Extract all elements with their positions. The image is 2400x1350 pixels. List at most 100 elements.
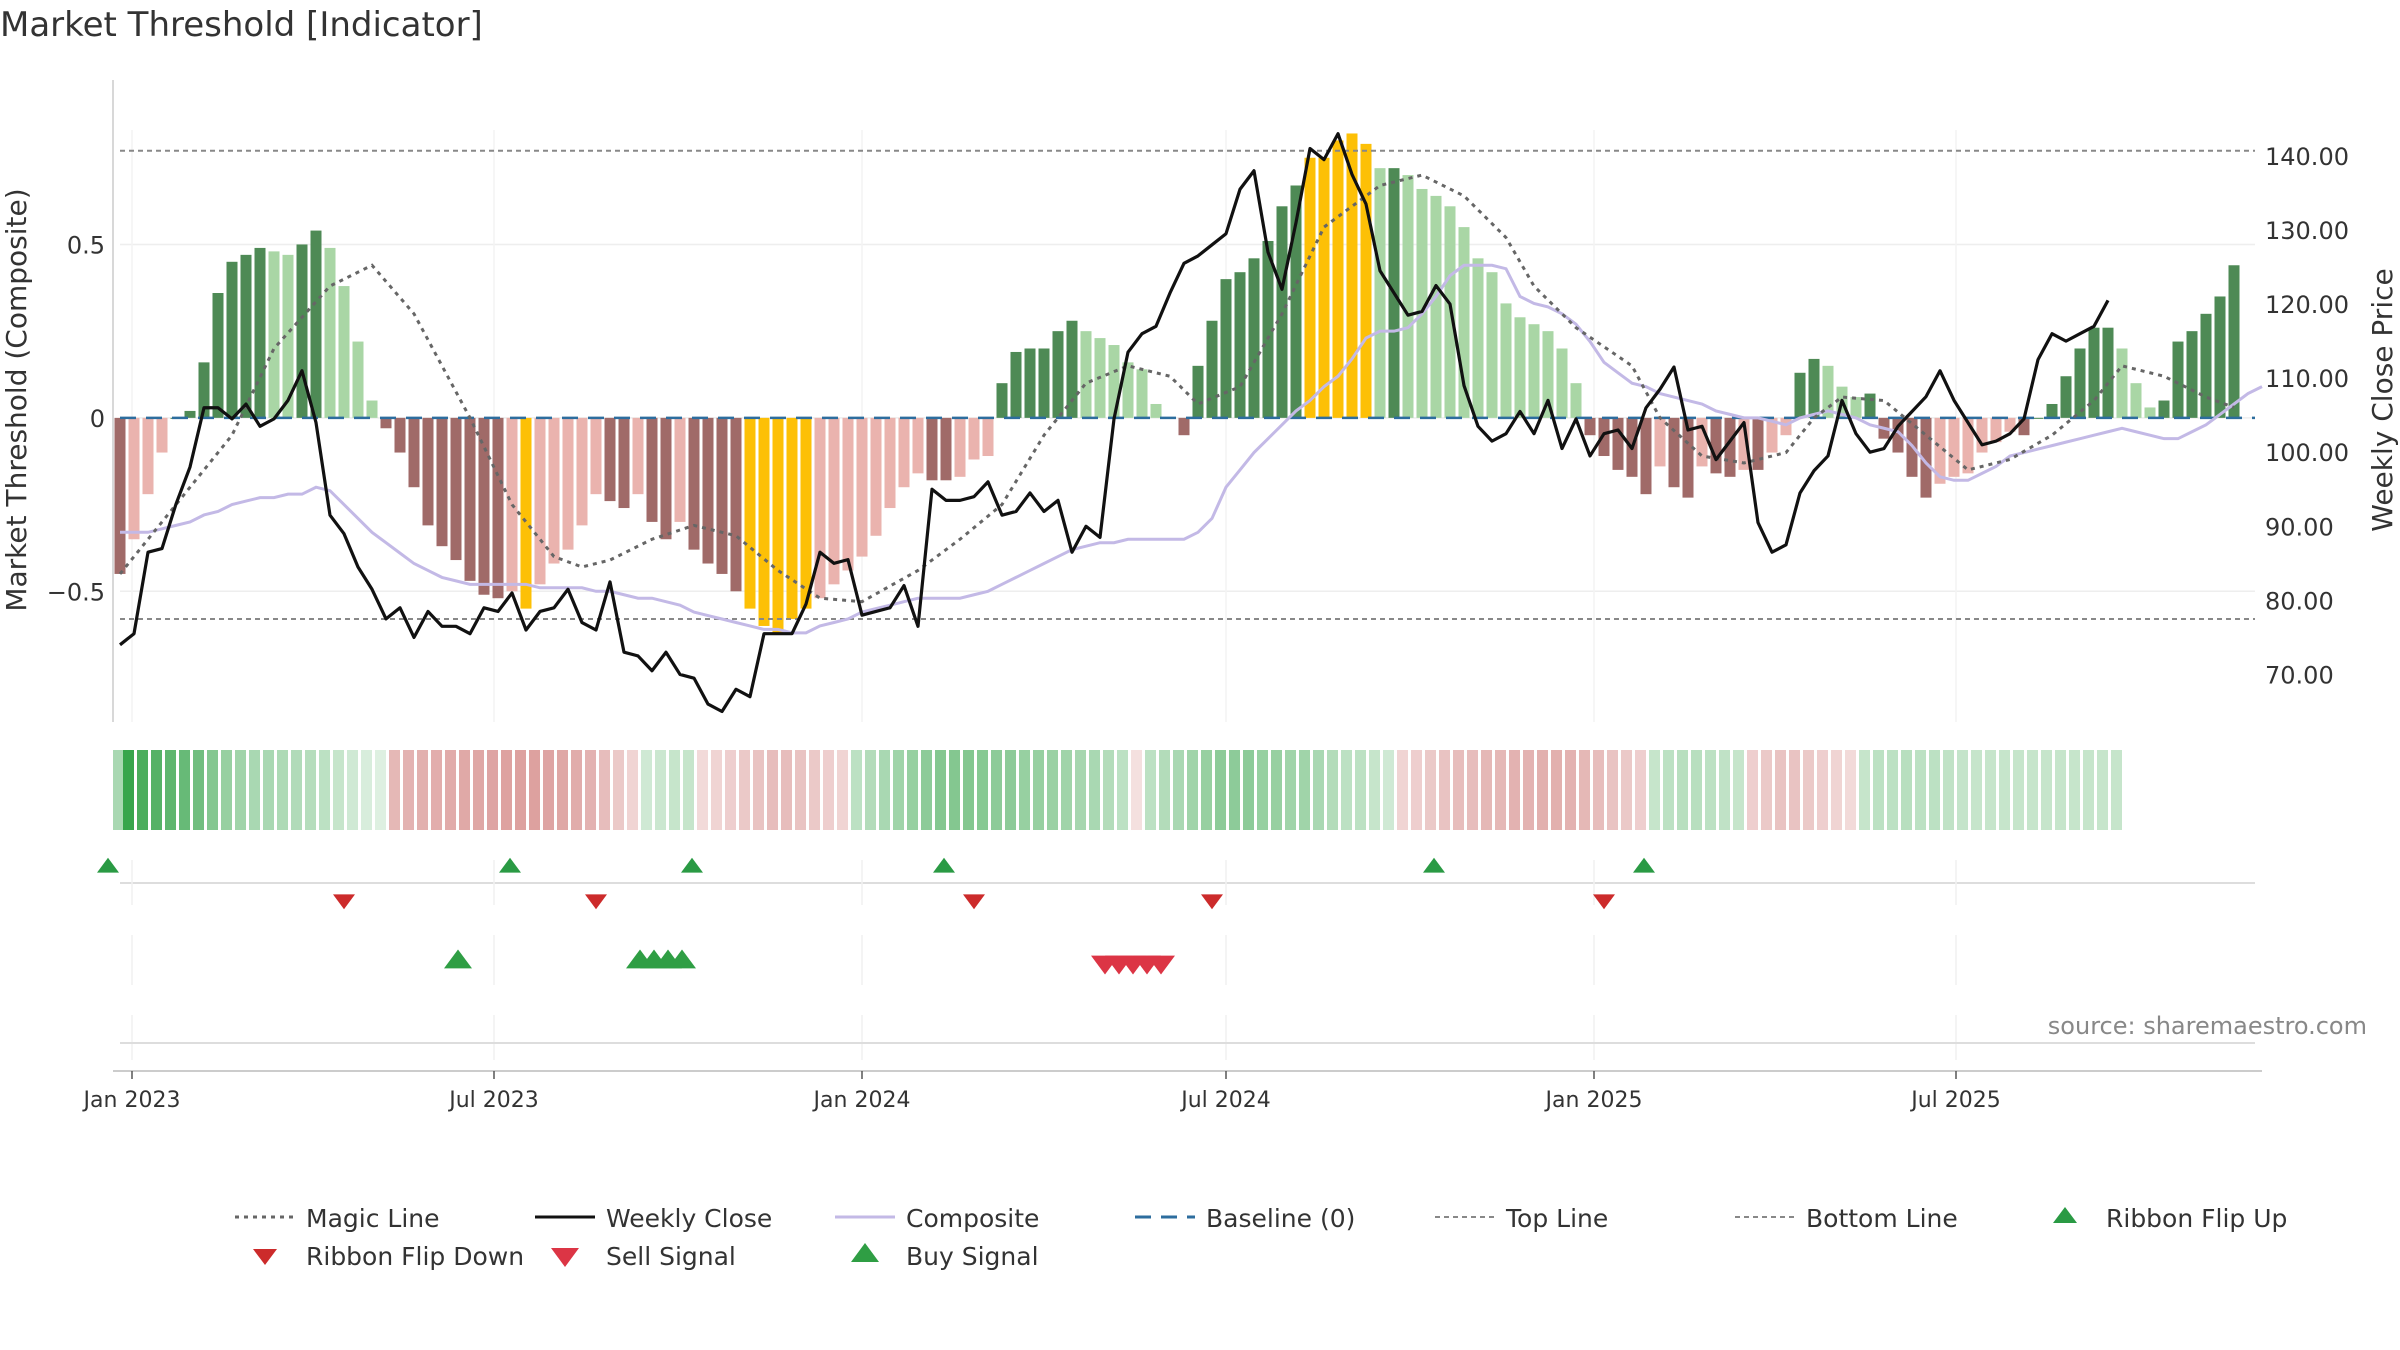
histogram-bar: [478, 417, 490, 595]
left-tick-label: 0: [90, 405, 105, 433]
histogram-bar: [366, 400, 378, 418]
ribbon-cell: [529, 750, 540, 830]
ribbon-cell: [235, 750, 246, 830]
ribbon-cell: [1425, 750, 1436, 830]
ribbon-cell: [1243, 750, 1254, 830]
ribbon-cell: [613, 750, 624, 830]
histogram-bar: [1752, 417, 1764, 470]
magic-line: [118, 173, 2235, 604]
ribbon-cell: [1579, 750, 1590, 830]
histogram-bar: [1374, 168, 1386, 418]
histogram-bar: [1780, 417, 1792, 436]
ribbon-cell: [753, 750, 764, 830]
ribbon-cell: [473, 750, 484, 830]
ribbon-cell: [1075, 750, 1086, 830]
ribbon-cell: [1397, 750, 1408, 830]
ribbon-cell: [2097, 750, 2108, 830]
histogram-bar: [660, 417, 672, 540]
ribbon-cell: [669, 750, 680, 830]
histogram-bar: [1710, 417, 1722, 474]
histogram-bar: [1290, 185, 1302, 418]
ribbon-cell: [921, 750, 932, 830]
histogram-bar: [1318, 157, 1330, 418]
legend-label: Sell Signal: [606, 1242, 736, 1271]
ribbon-cell: [949, 750, 960, 830]
histogram-bar: [1024, 348, 1036, 418]
ribbon-cell: [1089, 750, 1100, 830]
histogram-bar: [1962, 417, 1974, 474]
ribbon-cell: [1159, 750, 1170, 830]
composite-line: [120, 263, 2263, 635]
x-tick-label: Jul 2023: [447, 1088, 539, 1113]
ribbon-cell: [277, 750, 288, 830]
ribbon-cell: [1313, 750, 1324, 830]
ribbon-cell: [389, 750, 400, 830]
legend-item-buy: Buy Signal: [851, 1242, 1039, 1271]
ribbon-cell: [123, 750, 134, 830]
histogram-bar: [268, 251, 280, 418]
histogram-bar: [1458, 227, 1470, 418]
legend-label: Weekly Close: [606, 1204, 772, 1233]
x-tick-label: Jul 2024: [1179, 1088, 1271, 1113]
ribbon-cell: [1901, 750, 1912, 830]
ribbon-cell: [137, 750, 148, 830]
histogram-bar: [2228, 265, 2240, 418]
histogram-bar: [1178, 417, 1190, 436]
histogram-bar: [870, 417, 882, 536]
ribbon-cell: [1523, 750, 1534, 830]
histogram-bar: [2074, 348, 2086, 418]
histogram-bar: [758, 417, 770, 626]
histogram-bar: [226, 261, 238, 418]
ribbon-cell: [2055, 750, 2066, 830]
histogram-bar: [352, 341, 364, 418]
histogram-bar: [1934, 417, 1946, 484]
ribbon-cell: [1131, 750, 1142, 830]
histogram-bar: [968, 417, 980, 460]
ribbon-cell: [1635, 750, 1646, 830]
ribbon-cell: [1537, 750, 1548, 830]
histogram-bar: [548, 417, 560, 564]
ribbon-cell: [1733, 750, 1744, 830]
histogram-bar: [632, 417, 644, 495]
ribbon-flip-up-marker: [681, 857, 703, 873]
histogram-bar: [1066, 320, 1078, 418]
ribbon-cell: [2041, 750, 2052, 830]
weekly-close-line: [119, 132, 2110, 714]
histogram-bar: [1696, 417, 1708, 467]
ribbon-cell: [1355, 750, 1366, 830]
ribbon-cell: [1593, 750, 1604, 830]
ribbon-cell: [571, 750, 582, 830]
ribbon-cell: [1005, 750, 1016, 830]
legend-item-flipdown: Ribbon Flip Down: [253, 1242, 524, 1271]
x-axis: Jan 2023 Jul 2023 Jan 2024 Jul 2024 Jan 2025…: [82, 1070, 2262, 1113]
ribbon-cell: [1481, 750, 1492, 830]
ribbon-cell: [1201, 750, 1212, 830]
histogram-bar: [940, 417, 952, 481]
histogram-bar: [1864, 393, 1876, 418]
histogram-bar: [492, 417, 504, 599]
histogram-bar: [1192, 365, 1204, 418]
ribbon-cell: [2013, 750, 2024, 830]
ribbon-cell: [1677, 750, 1688, 830]
histogram-bar: [1556, 348, 1568, 418]
legend-item-magic: Magic Line: [235, 1204, 440, 1233]
ribbon-cell: [431, 750, 442, 830]
ribbon-cell: [991, 750, 1002, 830]
histogram-bar: [142, 417, 154, 495]
ribbon-cell: [1061, 750, 1072, 830]
histogram-bar: [1724, 417, 1736, 477]
histogram-bar: [2032, 417, 2044, 419]
histogram-bar: [1976, 417, 1988, 453]
ribbon-cell: [1173, 750, 1184, 830]
histogram-bar: [828, 417, 840, 585]
histogram-bar: [1654, 417, 1666, 467]
ribbon-cell: [1495, 750, 1506, 830]
x-tick-label: Jan 2025: [1544, 1088, 1643, 1113]
histogram-bar: [772, 417, 784, 633]
legend-label: Top Line: [1505, 1204, 1608, 1233]
ribbon-cell: [1971, 750, 1982, 830]
chart-title: Market Threshold [Indicator]: [0, 5, 483, 45]
legend-item-flipup: Ribbon Flip Up: [2053, 1204, 2287, 1233]
ribbon-cell: [179, 750, 190, 830]
